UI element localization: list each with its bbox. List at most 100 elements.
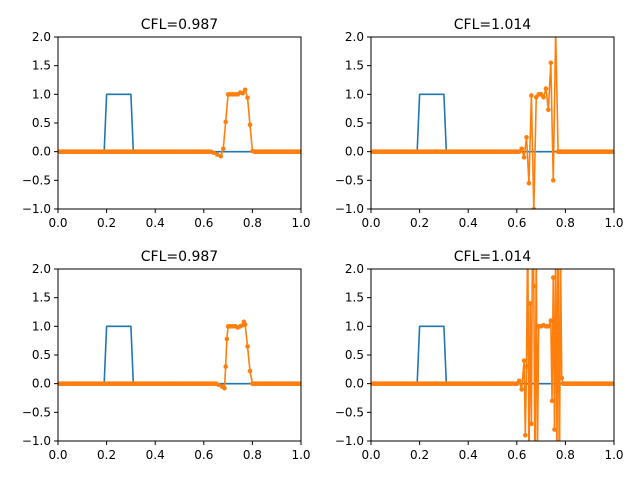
y-tick-label: 0.0: [32, 145, 51, 159]
series-2-point: [224, 336, 230, 342]
series-2-point: [223, 119, 228, 125]
baseline-point: [208, 149, 214, 154]
series-2-point: [531, 283, 537, 289]
plot-area: [371, 269, 614, 441]
series-2-point: [531, 206, 537, 209]
series-2-point: [523, 432, 528, 438]
y-tick-label: 1.0: [32, 87, 51, 101]
series-2-point: [529, 421, 534, 427]
x-tick-label: 1.0: [604, 448, 623, 462]
x-tick-label: 0.6: [507, 448, 526, 462]
series-2-point: [552, 427, 557, 432]
x-tick-label: 0.2: [410, 216, 429, 230]
series-2-point: [546, 324, 551, 329]
series-2-point: [521, 155, 527, 160]
x-tick-label: 0.8: [243, 216, 262, 230]
x-tick-label: 0.0: [361, 448, 380, 462]
y-tick-label: 2.0: [32, 262, 51, 276]
x-tick-label: 0.0: [361, 216, 380, 230]
x-tick-label: 0.4: [146, 448, 165, 462]
baseline-point: [514, 381, 520, 386]
y-tick-label: 0.5: [345, 348, 364, 362]
y-tick-label: 0.0: [345, 377, 364, 391]
y-tick-label: 0.0: [32, 377, 51, 391]
subplots: 0.0 0.2 0.4 0.6 0.8 1.0 −1.0 −0.5 0.0 0.5 1.0 1.5 2.…: [22, 17, 624, 462]
y-tick-label: −0.5: [335, 405, 364, 419]
series-2-point: [546, 107, 551, 113]
y-tick-label: 0.5: [32, 348, 51, 362]
subplot-title: CFL=0.987: [141, 249, 218, 265]
x-tick-label: 0.8: [243, 448, 262, 462]
series-2-point: [524, 135, 529, 140]
x-tick-label: 0.2: [97, 216, 116, 230]
series-2-point: [541, 94, 546, 100]
series-2-point: [519, 387, 524, 392]
x-tick-label: 0.6: [194, 216, 213, 230]
y-tick-label: 2.0: [345, 30, 364, 44]
series-2-point: [242, 87, 248, 93]
subplot-4: 0.0 0.2 0.4 0.6 0.8 1.0 −1.0 −0.5 0.0 0.5 1.0 1.5 2.…: [335, 249, 624, 462]
series-2-point: [222, 385, 227, 391]
series-2-point: [245, 344, 250, 349]
y-tick-label: 2.0: [345, 262, 364, 276]
y-tick-label: −1.0: [335, 202, 364, 216]
series-2-point: [548, 318, 554, 323]
y-tick-label: 1.5: [345, 59, 364, 73]
series-2-point: [559, 375, 565, 381]
x-tick-label: 1.0: [291, 216, 310, 230]
y-tick-label: 1.5: [345, 291, 364, 305]
series-2-point: [223, 364, 228, 369]
series-2-point: [214, 152, 220, 157]
x-tick-label: 0.4: [459, 448, 478, 462]
series-2-point: [524, 364, 529, 369]
y-tick-label: −1.0: [335, 434, 364, 448]
series-2-point: [548, 60, 554, 66]
subplot-title: CFL=1.014: [454, 249, 532, 265]
series-2-point: [245, 95, 250, 101]
subplot-1: 0.0 0.2 0.4 0.6 0.8 1.0 −1.0 −0.5 0.0 0.5 1.0 1.5 2.…: [22, 17, 311, 230]
baseline-point: [516, 149, 522, 154]
y-tick-label: −0.5: [22, 405, 51, 419]
series-2-point: [247, 368, 253, 374]
y-tick-label: 1.0: [32, 319, 51, 333]
plot-area: [371, 37, 614, 209]
x-tick-label: 0.2: [410, 448, 429, 462]
plot-area: [58, 87, 301, 159]
series-2-point: [240, 90, 245, 96]
x-tick-label: 0.0: [48, 216, 67, 230]
x-tick-label: 0.4: [146, 216, 165, 230]
x-tick-label: 0.6: [507, 216, 526, 230]
y-tick-label: 1.5: [32, 291, 51, 305]
baseline-point: [298, 149, 301, 154]
x-tick-label: 0.8: [556, 448, 575, 462]
series-2-point: [527, 301, 533, 306]
subplot-2: 0.0 0.2 0.4 0.6 0.8 1.0 −1.0 −0.5 0.0 0.5 1.0 1.5 2.…: [335, 17, 624, 230]
series-2-point: [550, 275, 556, 280]
series-2-point: [220, 146, 226, 152]
y-tick-label: −1.0: [22, 434, 51, 448]
x-tick-label: 0.2: [97, 448, 116, 462]
subplot-title: CFL=1.014: [454, 17, 532, 33]
y-tick-label: 0.5: [345, 116, 364, 130]
series-2-point: [218, 153, 224, 159]
series-2-point: [521, 358, 527, 364]
subplot-title: CFL=0.987: [141, 17, 218, 33]
baseline-point: [611, 381, 614, 386]
baseline-point: [298, 381, 301, 386]
series-2-point: [526, 180, 532, 186]
y-tick-label: −1.0: [22, 202, 51, 216]
y-tick-label: 1.0: [345, 87, 364, 101]
series-2-point: [543, 86, 549, 91]
y-tick-label: 1.5: [32, 59, 51, 73]
y-tick-label: 0.5: [32, 116, 51, 130]
x-tick-label: 0.4: [459, 216, 478, 230]
y-tick-label: 1.0: [345, 319, 364, 333]
subplot-3: 0.0 0.2 0.4 0.6 0.8 1.0 −1.0 −0.5 0.0 0.5 1.0 1.5 2.…: [22, 249, 311, 462]
y-tick-label: −0.5: [335, 173, 364, 187]
series-2-point: [550, 178, 556, 183]
baseline-point: [611, 149, 614, 154]
series-2-point: [549, 398, 555, 404]
y-tick-label: −0.5: [22, 173, 51, 187]
